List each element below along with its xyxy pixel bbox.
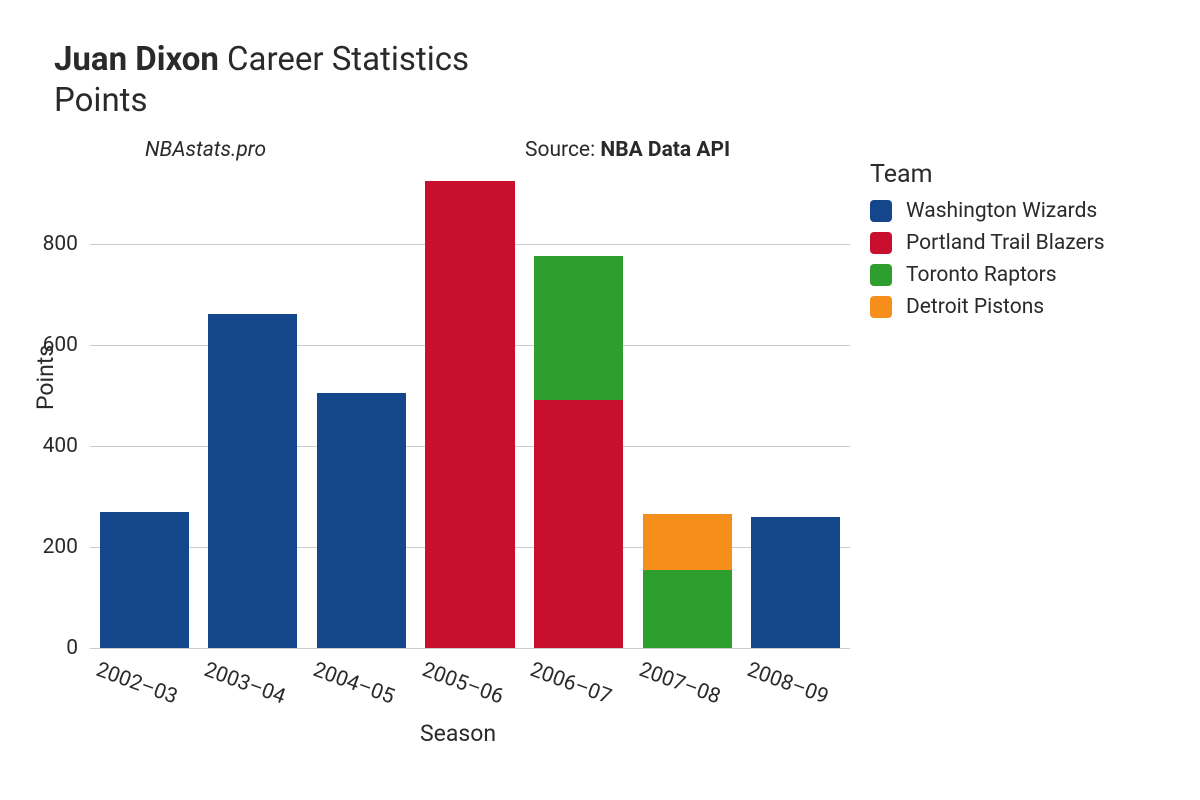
x-tick-label: 2008–09 [744, 658, 832, 709]
bar-segment [534, 400, 623, 648]
plot-area: 02004006008002002–032003–042004–052005–0… [90, 178, 850, 648]
y-tick-label: 400 [43, 434, 90, 458]
chart-container: Juan Dixon Career Statistics Points NBAs… [0, 0, 1200, 800]
bar-segment [425, 181, 514, 648]
bar-segment [208, 314, 297, 648]
legend-swatch [870, 232, 892, 254]
gridline [90, 648, 850, 649]
x-tick-label: 2004–05 [310, 658, 398, 709]
bar-segment [643, 570, 732, 648]
watermark-text: NBAstats.pro [145, 138, 266, 162]
source-name: NBA Data API [600, 138, 730, 162]
legend-swatch [870, 200, 892, 222]
legend-label: Portland Trail Blazers [906, 231, 1105, 255]
x-tick-label: 2002–03 [93, 658, 181, 709]
chart-title-line2: Points [54, 81, 1170, 120]
bar [751, 517, 840, 648]
legend-label: Toronto Raptors [906, 263, 1057, 287]
bar [317, 393, 406, 648]
legend-title: Team [870, 160, 1105, 189]
title-block: Juan Dixon Career Statistics Points [54, 40, 1170, 120]
bar-segment [317, 393, 406, 648]
title-suffix: Career Statistics [227, 40, 469, 79]
x-tick-label: 2005–06 [418, 658, 506, 709]
bar [425, 181, 514, 648]
x-tick-label: 2003–04 [201, 658, 289, 709]
legend-item: Portland Trail Blazers [870, 231, 1105, 255]
legend-swatch [870, 296, 892, 318]
bar [643, 514, 732, 648]
bar [208, 314, 297, 648]
chart-title-line1: Juan Dixon Career Statistics [54, 40, 1170, 79]
legend-item: Toronto Raptors [870, 263, 1105, 287]
bar-segment [643, 514, 732, 570]
legend: Team Washington Wizards Portland Trail Bl… [870, 160, 1105, 327]
legend-item: Detroit Pistons [870, 295, 1105, 319]
x-tick-label: 2006–07 [527, 658, 615, 709]
y-axis-label: Points [32, 345, 59, 410]
legend-item: Washington Wizards [870, 199, 1105, 223]
bar-segment [751, 517, 840, 648]
bar [100, 512, 189, 648]
y-tick-label: 800 [43, 232, 90, 256]
source-prefix: Source: [525, 138, 600, 162]
bar [534, 256, 623, 648]
legend-label: Washington Wizards [906, 199, 1097, 223]
y-tick-label: 200 [43, 535, 90, 559]
x-tick-label: 2007–08 [635, 658, 723, 709]
legend-label: Detroit Pistons [906, 295, 1044, 319]
bar-segment [100, 512, 189, 648]
source-text: Source: NBA Data API [525, 138, 730, 162]
x-axis-label: Season [420, 720, 496, 747]
bar-segment [534, 256, 623, 400]
legend-swatch [870, 264, 892, 286]
y-tick-label: 0 [66, 636, 90, 660]
title-player: Juan Dixon [54, 40, 219, 79]
